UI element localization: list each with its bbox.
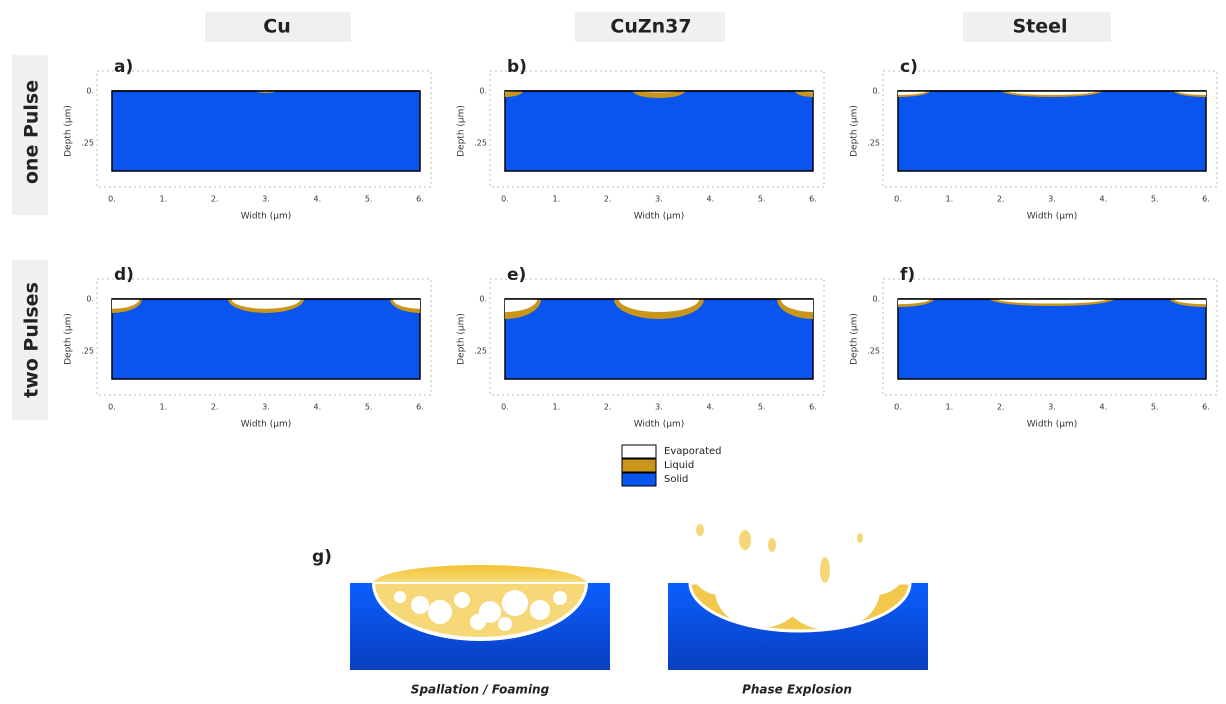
- x-tick-label: 6.: [809, 403, 817, 412]
- x-tick-label: 2.: [997, 195, 1005, 204]
- x-tick-label: 0.: [894, 195, 902, 204]
- x-tick-label: 3.: [1048, 403, 1056, 412]
- x-tick-label: 1.: [160, 195, 168, 204]
- x-tick-label: 5.: [1151, 195, 1159, 204]
- x-tick-label: 2.: [604, 195, 612, 204]
- x-tick-label: 0.: [108, 195, 116, 204]
- x-tick-label: 1.: [160, 403, 168, 412]
- y-tick-label: 0.: [479, 295, 487, 304]
- caption: Phase Explosion: [742, 683, 852, 697]
- legend-label: Solid: [664, 474, 688, 485]
- y-tick-label: 0.: [872, 295, 880, 304]
- x-tick-label: 2.: [604, 403, 612, 412]
- panel-label: d): [114, 265, 134, 285]
- y-tick-label: .25: [474, 347, 487, 356]
- x-tick-label: 4.: [314, 403, 322, 412]
- x-tick-label: 0.: [894, 403, 902, 412]
- row-header: one Pulse: [21, 80, 43, 184]
- y-tick-label: .25: [867, 347, 880, 356]
- x-tick-label: 4.: [707, 403, 715, 412]
- y-tick-label: 0.: [86, 295, 94, 304]
- x-tick-label: 3.: [655, 195, 663, 204]
- y-axis-label: Depth (µm): [457, 105, 467, 157]
- y-axis-label: Depth (µm): [64, 313, 74, 365]
- x-tick-label: 6.: [809, 195, 817, 204]
- y-tick-label: .25: [867, 139, 880, 148]
- x-tick-label: 3.: [655, 403, 663, 412]
- panel-label: a): [114, 57, 133, 77]
- x-tick-label: 4.: [707, 195, 715, 204]
- x-axis-label: Width (µm): [241, 212, 292, 222]
- x-tick-label: 2.: [211, 403, 219, 412]
- panel-label: b): [507, 57, 527, 77]
- legend-swatch: [622, 459, 656, 472]
- x-tick-label: 0.: [501, 195, 509, 204]
- panel-label: e): [507, 265, 526, 285]
- x-axis-label: Width (µm): [1027, 420, 1078, 430]
- y-tick-label: 0.: [86, 87, 94, 96]
- column-header: CuZn37: [610, 16, 691, 38]
- x-axis-label: Width (µm): [241, 420, 292, 430]
- y-tick-label: .25: [81, 347, 94, 356]
- x-tick-label: 6.: [1202, 403, 1210, 412]
- column-header: Steel: [1012, 16, 1067, 38]
- x-tick-label: 6.: [1202, 195, 1210, 204]
- panel-label: g): [312, 547, 332, 567]
- x-tick-label: 2.: [211, 195, 219, 204]
- legend-swatch: [622, 445, 656, 458]
- y-tick-label: 0.: [872, 87, 880, 96]
- solid-region: [505, 91, 813, 171]
- x-tick-label: 4.: [1100, 403, 1108, 412]
- panel-label: c): [900, 57, 918, 77]
- solid-region: [112, 91, 420, 171]
- x-axis-label: Width (µm): [634, 212, 685, 222]
- legend-swatch: [622, 473, 656, 486]
- row-header: two Pulses: [21, 282, 43, 398]
- x-tick-label: 3.: [262, 403, 270, 412]
- caption: Spallation / Foaming: [411, 683, 550, 697]
- panel-label: f): [900, 265, 915, 285]
- y-axis-label: Depth (µm): [457, 313, 467, 365]
- x-tick-label: 1.: [553, 195, 561, 204]
- x-tick-label: 5.: [758, 403, 766, 412]
- legend-label: Liquid: [664, 460, 694, 471]
- x-tick-label: 1.: [946, 195, 954, 204]
- x-tick-label: 6.: [416, 195, 424, 204]
- x-tick-label: 3.: [262, 195, 270, 204]
- x-tick-label: 1.: [946, 403, 954, 412]
- solid-region: [898, 299, 1206, 379]
- x-tick-label: 4.: [1100, 195, 1108, 204]
- x-tick-label: 3.: [1048, 195, 1056, 204]
- column-header: Cu: [263, 16, 290, 38]
- x-tick-label: 0.: [501, 403, 509, 412]
- x-tick-label: 5.: [365, 195, 373, 204]
- x-tick-label: 5.: [1151, 403, 1159, 412]
- x-axis-label: Width (µm): [634, 420, 685, 430]
- y-tick-label: .25: [81, 139, 94, 148]
- y-axis-label: Depth (µm): [850, 313, 860, 365]
- y-tick-label: 0.: [479, 87, 487, 96]
- x-tick-label: 2.: [997, 403, 1005, 412]
- x-tick-label: 5.: [758, 195, 766, 204]
- y-axis-label: Depth (µm): [850, 105, 860, 157]
- y-axis-label: Depth (µm): [64, 105, 74, 157]
- x-tick-label: 4.: [314, 195, 322, 204]
- x-tick-label: 6.: [416, 403, 424, 412]
- x-tick-label: 5.: [365, 403, 373, 412]
- y-tick-label: .25: [474, 139, 487, 148]
- x-axis-label: Width (µm): [1027, 212, 1078, 222]
- legend-label: Evaporated: [664, 446, 722, 457]
- x-tick-label: 1.: [553, 403, 561, 412]
- figure: Cu CuZn37 Steel one Pulse two Pulses a) 0…: [0, 0, 1226, 700]
- solid-region: [898, 91, 1206, 171]
- x-tick-label: 0.: [108, 403, 116, 412]
